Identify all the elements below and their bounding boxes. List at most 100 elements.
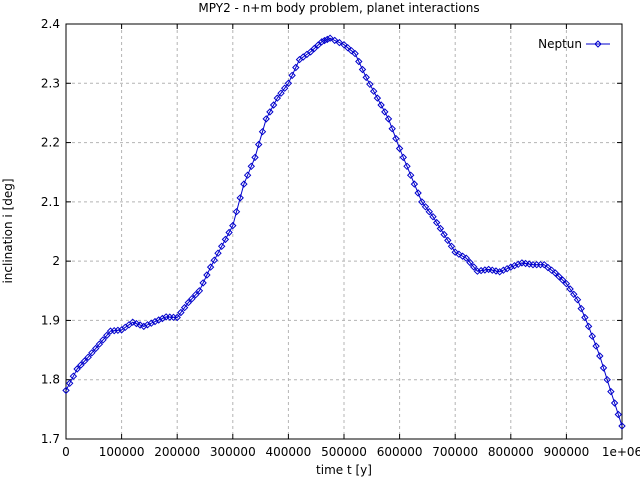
data-point <box>173 313 181 322</box>
data-point <box>577 304 585 313</box>
data-point <box>592 342 600 350</box>
chart-title: MPY2 - n+m body problem, planet interact… <box>198 1 479 15</box>
data-point <box>369 87 378 95</box>
data-point <box>392 134 400 143</box>
data-point <box>469 263 478 271</box>
y-tick-label: 2.1 <box>41 195 60 209</box>
data-point <box>221 235 230 244</box>
data-point <box>199 279 207 287</box>
data-point <box>477 266 485 275</box>
data-point <box>403 162 411 171</box>
data-point <box>69 372 78 380</box>
data-point <box>310 44 319 53</box>
data-point <box>266 108 274 116</box>
x-tick-label: 1e+06 <box>602 445 640 459</box>
data-point <box>610 399 619 407</box>
y-tick-label: 2.2 <box>41 136 60 150</box>
data-point <box>425 207 434 216</box>
x-axis-label: time t [y] <box>316 463 372 477</box>
data-point <box>273 94 282 102</box>
data-point <box>466 258 474 267</box>
data-point <box>62 386 70 395</box>
x-tick-label: 900000 <box>543 445 589 459</box>
legend-marker <box>594 40 602 48</box>
data-point <box>210 256 219 264</box>
data-point <box>581 313 589 322</box>
data-point <box>481 266 489 274</box>
data-point <box>206 263 215 271</box>
legend: Neptun <box>538 37 610 51</box>
data-point <box>84 353 92 361</box>
data-point <box>499 266 508 274</box>
data-point <box>540 260 548 269</box>
data-point <box>603 375 611 384</box>
data-point <box>551 269 560 277</box>
data-point <box>236 194 244 202</box>
data-point <box>277 89 285 97</box>
data-point <box>584 322 593 331</box>
data-point <box>607 387 615 396</box>
data-point <box>366 80 374 89</box>
y-tick-label: 1.9 <box>41 313 60 327</box>
data-point <box>414 189 422 197</box>
data-point <box>326 34 334 42</box>
data-point <box>355 57 363 66</box>
data-point <box>462 254 471 262</box>
data-point <box>432 218 441 227</box>
data-point <box>280 84 289 92</box>
data-point <box>588 332 597 340</box>
y-axis-label: inclination i [deg] <box>1 178 15 283</box>
data-point <box>262 115 270 123</box>
data-point <box>566 285 574 293</box>
data-point <box>377 101 385 109</box>
data-point <box>240 180 248 188</box>
data-point <box>447 242 456 251</box>
data-point <box>95 340 104 348</box>
y-tick-label: 2.4 <box>41 17 60 31</box>
data-point <box>73 365 81 373</box>
data-point <box>229 221 237 230</box>
data-point <box>514 260 522 269</box>
data-point <box>358 65 367 74</box>
data-point <box>247 162 256 171</box>
x-tick-label: 500000 <box>321 445 367 459</box>
data-point <box>410 180 419 188</box>
data-point <box>154 316 163 324</box>
series-line <box>65 37 623 427</box>
data-point <box>243 171 252 179</box>
data-point <box>547 266 556 274</box>
series-layer <box>62 34 626 430</box>
x-tick-label: 200000 <box>154 445 200 459</box>
data-point <box>314 41 322 49</box>
y-tick-label: 1.7 <box>41 432 60 446</box>
data-point <box>395 144 404 153</box>
data-point <box>596 352 604 360</box>
data-point <box>91 344 100 353</box>
data-point <box>318 38 326 46</box>
data-point <box>232 207 241 216</box>
x-tick-label: 300000 <box>210 445 256 459</box>
data-point <box>388 124 396 133</box>
data-point <box>599 364 608 372</box>
data-point <box>177 308 185 317</box>
x-tick-label: 600000 <box>377 445 423 459</box>
data-point <box>406 171 415 179</box>
data-point <box>570 290 578 299</box>
data-point <box>399 153 408 162</box>
data-point <box>214 249 222 257</box>
data-point <box>555 272 563 281</box>
data-point <box>225 228 233 237</box>
data-point <box>381 108 389 116</box>
data-point <box>80 357 89 365</box>
data-point <box>180 303 189 312</box>
x-tick-label: 400000 <box>265 445 311 459</box>
data-point <box>292 63 300 72</box>
data-point <box>373 94 382 102</box>
data-point <box>188 294 196 303</box>
y-tick-label: 2 <box>52 254 60 268</box>
data-point <box>323 35 332 44</box>
data-point <box>558 276 567 284</box>
data-point <box>103 331 111 340</box>
